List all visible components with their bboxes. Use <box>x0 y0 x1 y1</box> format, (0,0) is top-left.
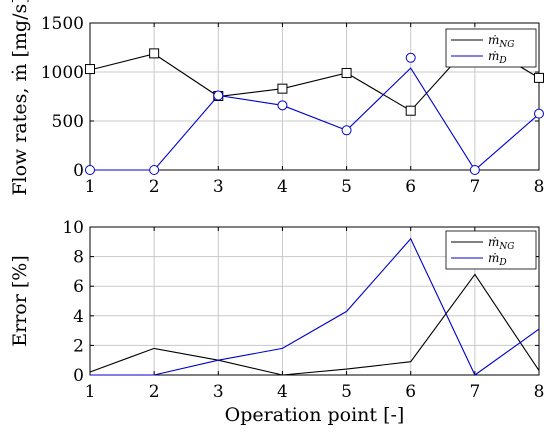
series-line-d <box>90 67 540 171</box>
x-tick-label: 3 <box>213 382 224 402</box>
data-point-d <box>469 165 480 175</box>
legend-label: ṁNG <box>488 33 514 50</box>
data-point-ng <box>534 72 544 83</box>
x-tick-label: 4 <box>277 382 288 402</box>
legend-box <box>445 28 537 68</box>
legend-label: ṁD <box>488 49 507 66</box>
x-tick-label: 5 <box>341 382 352 402</box>
x-tick-label: 8 <box>534 177 545 197</box>
data-point-ng <box>341 67 352 78</box>
x-tick-label: 8 <box>534 382 545 402</box>
data-point-d <box>213 90 224 101</box>
y-tick-label: 0 <box>73 161 84 181</box>
data-point-d <box>85 165 95 175</box>
x-tick-label: 3 <box>213 177 224 197</box>
x-tick-label: 5 <box>341 177 352 197</box>
y-tick-label: 8 <box>73 248 84 268</box>
y-tick-label: 500 <box>52 112 84 132</box>
data-point-ng <box>277 83 288 94</box>
data-point-ng <box>85 64 95 75</box>
series-line-d <box>90 237 540 376</box>
y-tick-label: 6 <box>73 277 84 297</box>
data-point-d <box>534 108 544 119</box>
y-tick-label: 1500 <box>41 14 84 34</box>
data-point-d <box>341 125 352 136</box>
y-tick-label: 1000 <box>41 63 84 83</box>
y-tick-label: 0 <box>73 366 84 386</box>
x-tick-label: 7 <box>469 382 480 402</box>
legend-label: ṁD <box>488 251 507 268</box>
data-point-d <box>277 100 288 111</box>
y-axis-label: Error [%] <box>9 255 31 346</box>
data-point-d <box>405 52 416 63</box>
y-tick-label: 2 <box>73 336 84 356</box>
x-tick-label: 1 <box>85 177 96 197</box>
series-line-ng <box>89 273 540 376</box>
y-axis-label: Flow rates, ṁ [mg/s] <box>9 0 31 196</box>
bottom-chart-panel: 1 2 3 4 5 6 7 8 0 2 4 6 8 10 Error [%] Operation point … <box>9 218 544 426</box>
x-tick-label: 6 <box>405 382 416 402</box>
x-tick-label: 4 <box>277 177 288 197</box>
x-tick-label: 2 <box>149 382 160 402</box>
x-tick-label: 2 <box>149 177 160 197</box>
top-chart-panel: 1 2 3 4 5 6 7 8 0 500 1000 1500 Flow rates, ṁ [mg/s]… <box>9 0 544 197</box>
data-point-d <box>149 165 160 175</box>
x-axis-label: Operation point [-] <box>225 404 405 426</box>
data-point-ng <box>405 105 416 116</box>
plot-frame <box>89 22 540 171</box>
y-tick-label: 4 <box>73 307 84 327</box>
plot-frame <box>89 226 540 376</box>
data-point-ng <box>149 48 160 59</box>
x-tick-label: 7 <box>469 177 480 197</box>
x-tick-label: 1 <box>85 382 96 402</box>
x-tick-label: 6 <box>405 177 416 197</box>
legend-label: ṁNG <box>488 235 514 252</box>
legend-box <box>445 230 537 270</box>
y-tick-label: 10 <box>62 218 84 238</box>
